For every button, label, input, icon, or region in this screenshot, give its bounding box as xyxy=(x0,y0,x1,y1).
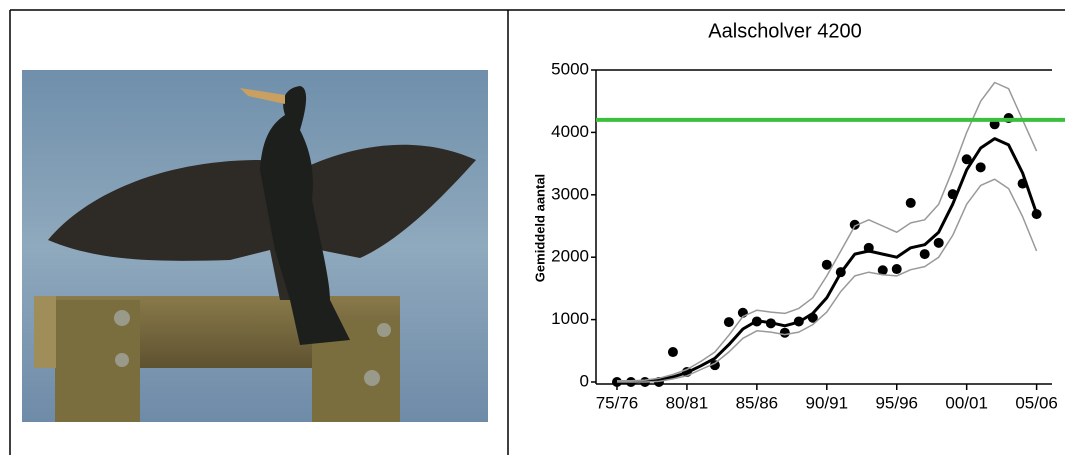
data-point xyxy=(849,219,860,230)
data-point xyxy=(611,377,622,387)
y-tick-label: 2000 xyxy=(551,247,589,266)
y-tick-label: 4000 xyxy=(551,122,589,141)
y-tick-label: 3000 xyxy=(551,184,589,203)
y-axis-label: Gemiddeld aantal xyxy=(532,174,547,282)
data-point xyxy=(709,360,720,371)
y-tick-label: 5000 xyxy=(551,59,589,78)
x-tick-label: 80/81 xyxy=(666,393,709,412)
y-tick-label: 1000 xyxy=(551,309,589,328)
x-tick-label: 05/06 xyxy=(1015,393,1058,412)
data-point xyxy=(891,264,902,275)
data-point xyxy=(975,162,986,173)
confidence-line xyxy=(617,81,1038,382)
trend-line xyxy=(617,137,1039,384)
data-point xyxy=(667,347,678,358)
x-tick-label: 95/96 xyxy=(875,393,918,412)
data-point xyxy=(723,317,734,328)
data-point xyxy=(919,249,930,260)
cormorant-photo xyxy=(22,70,488,422)
x-tick-label: 75/76 xyxy=(596,393,639,412)
data-point xyxy=(821,259,832,270)
frame xyxy=(9,9,1065,455)
data-point xyxy=(1031,209,1042,220)
data-point xyxy=(961,154,972,165)
x-tick-label: 00/01 xyxy=(945,393,988,412)
chart-title: Aalscholver 4200 xyxy=(708,20,861,42)
data-point xyxy=(877,265,888,276)
x-tick-label: 90/91 xyxy=(806,393,849,412)
data-point xyxy=(933,237,944,248)
data-point xyxy=(905,197,916,208)
chart: Aalscholver 4200 Gemiddeld aantal 0 1000 2… xyxy=(532,20,1065,412)
confidence-line xyxy=(617,178,1038,383)
x-tick-label: 85/86 xyxy=(736,393,779,412)
axes xyxy=(595,69,1052,385)
y-tick-label: 0 xyxy=(580,371,589,390)
data-point xyxy=(779,327,790,338)
